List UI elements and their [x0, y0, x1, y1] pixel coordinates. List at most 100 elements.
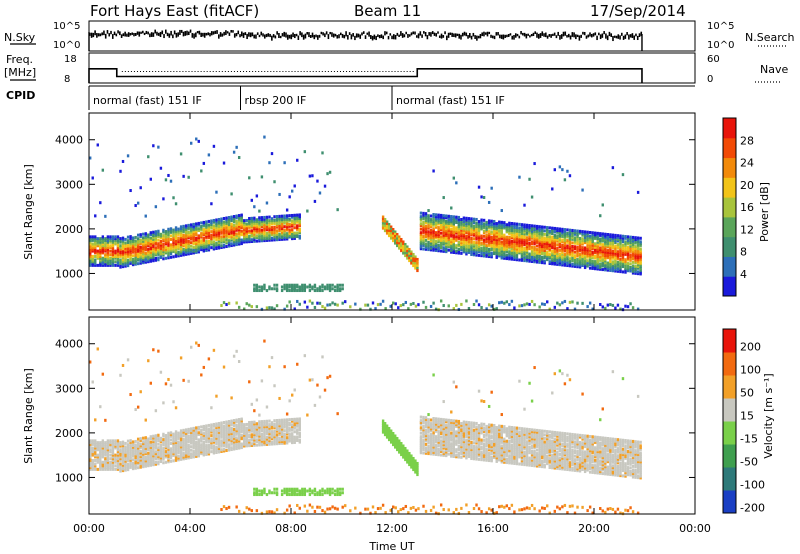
power-cell: [520, 258, 524, 262]
power-cell: [89, 262, 92, 266]
power-cell: [111, 262, 115, 266]
power-cell: [636, 265, 640, 269]
nsky-point: [486, 31, 489, 37]
velocity-cell: [258, 432, 261, 436]
velocity-cell: [134, 450, 137, 454]
power-cell: [594, 263, 597, 267]
power-cell: [205, 222, 208, 226]
power-cell: [450, 241, 453, 245]
power-cell: [195, 224, 198, 228]
power-cell: [470, 226, 473, 230]
power-cell: [263, 233, 266, 237]
velocity-cell: [154, 453, 158, 457]
velocity-cell: [121, 363, 125, 367]
power-cell: [614, 267, 617, 271]
power-cell: [578, 245, 582, 249]
power-cell: [136, 258, 140, 262]
power-cell: [619, 245, 622, 249]
power-cell: [392, 236, 395, 240]
velocity-cell: [184, 435, 188, 439]
power-cell: [147, 242, 150, 246]
power-cell: [222, 243, 226, 247]
power-cell: [546, 233, 549, 237]
power-cell: [275, 231, 279, 235]
nave-point: [613, 68, 615, 69]
power-cell: [222, 238, 226, 242]
nave-point: [604, 68, 606, 69]
power-cell: [636, 254, 640, 258]
power-cell: [455, 217, 458, 221]
power-cell: [225, 220, 228, 224]
velocity-cell: [190, 432, 193, 436]
velocity-cell: [227, 430, 231, 434]
velocity-cell: [225, 424, 228, 428]
nsky-point: [578, 35, 581, 41]
power-cell: [429, 235, 433, 239]
power-cell: [604, 268, 607, 272]
power-cell: [563, 178, 567, 182]
power-cell: [187, 250, 190, 254]
power-cell: [508, 244, 511, 248]
velocity-cell: [144, 445, 147, 449]
power-cell: [172, 242, 175, 246]
velocity-cell: [253, 425, 256, 429]
power-cell: [381, 219, 385, 223]
velocity-cell: [167, 431, 170, 435]
power-cell: [321, 151, 324, 155]
power-cell: [134, 239, 137, 243]
power-cell: [563, 233, 567, 237]
power-cell: [606, 303, 610, 307]
power-cell: [515, 258, 519, 262]
velocity-cell: [104, 460, 107, 464]
velocity-cell: [121, 456, 125, 460]
velocity-cell: [111, 460, 115, 464]
velocity-cell: [205, 445, 208, 449]
power-cell: [328, 303, 332, 307]
power-cell: [543, 256, 546, 260]
velocity-cell: [227, 423, 231, 427]
power-cell: [101, 238, 105, 242]
power-cell: [462, 220, 466, 224]
velocity-cell: [255, 422, 259, 426]
power-cell: [583, 233, 587, 237]
velocity-cell: [222, 444, 226, 448]
power-cell: [227, 244, 231, 248]
velocity-cell: [235, 427, 238, 431]
power-cell: [278, 238, 281, 242]
velocity-cell: [114, 457, 117, 461]
power-cell: [253, 287, 256, 291]
power-cell: [429, 230, 433, 234]
power-cell: [619, 252, 622, 256]
velocity-cell: [182, 441, 185, 445]
power-cell: [104, 246, 107, 250]
velocity-cell: [197, 449, 200, 453]
power-cell: [472, 247, 476, 251]
power-cell: [568, 250, 572, 254]
power-cell: [566, 260, 569, 264]
power-cell: [131, 254, 135, 258]
velocity-cell: [184, 455, 188, 459]
power-cell: [619, 259, 622, 263]
power-cell: [606, 252, 610, 256]
velocity-cell: [182, 453, 185, 457]
freq-tick-bottom: 8: [64, 74, 70, 85]
power-cell: [89, 246, 92, 250]
power-cell: [561, 229, 564, 233]
power-cell: [639, 267, 642, 271]
power-cell: [455, 245, 458, 249]
velocity-cell: [174, 406, 178, 410]
power-cell: [101, 262, 105, 266]
power-cell: [192, 238, 195, 242]
nsky-point: [389, 33, 392, 36]
power-cell: [111, 246, 115, 250]
power-cell: [614, 233, 617, 237]
power-cell: [604, 241, 607, 245]
power-cell: [460, 226, 463, 230]
velocity-cell: [91, 458, 94, 462]
velocity-cell: [182, 448, 185, 452]
power-cell: [400, 246, 403, 250]
velocity-cell: [232, 354, 236, 358]
power-cell: [424, 224, 428, 228]
velocity-cell: [210, 443, 213, 447]
power-cell: [429, 248, 433, 252]
